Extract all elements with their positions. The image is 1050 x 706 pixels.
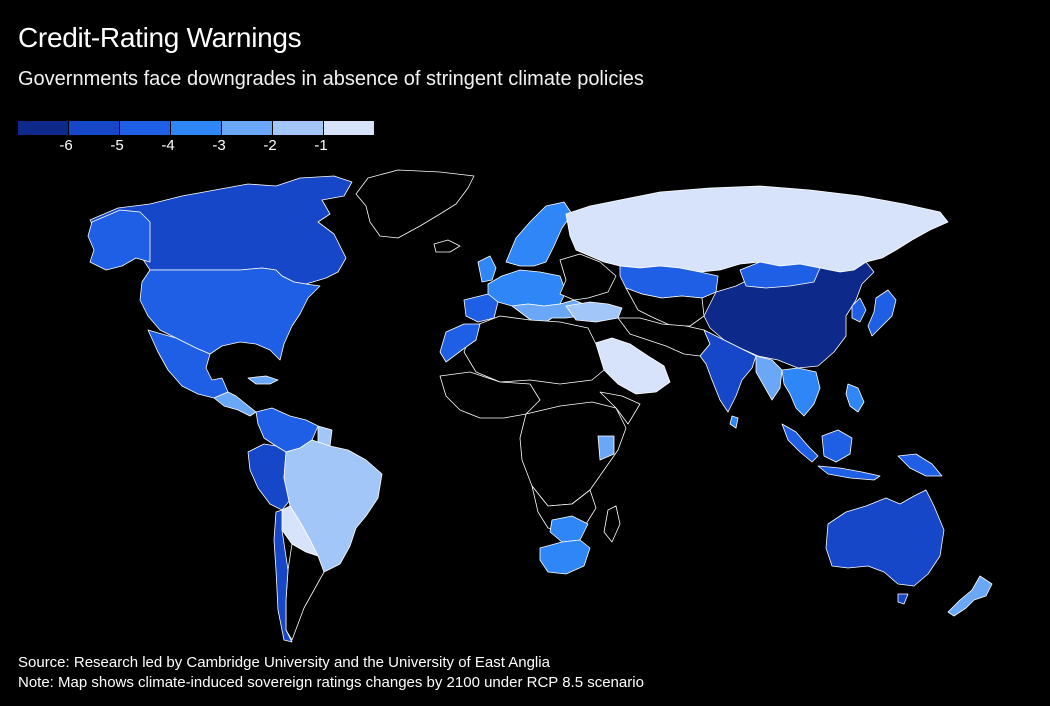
map-note: Note: Map shows climate-induced sovereig… [18,674,644,691]
region-tasmania [897,593,909,605]
region-greenland [355,169,475,239]
region-madagascar [603,505,621,543]
region-caribbean [247,375,279,385]
legend-tick: -3 [212,137,226,154]
region-iberia [463,293,499,323]
region-turkey [565,301,623,323]
region-alaska [87,209,151,271]
region-borneo [821,429,853,463]
legend-swatch [171,121,221,135]
chart-subtitle: Governments face downgrades in absence o… [18,68,644,90]
region-scandinavia [505,201,573,267]
region-iceland [433,239,461,253]
region-eastern-europe [559,253,617,301]
region-india [699,329,757,413]
legend-swatch [273,121,323,135]
region-western-europe [487,269,567,307]
world-map [87,169,993,643]
region-arabia [591,337,671,395]
legend-tick: -5 [110,137,124,154]
region-java [817,465,881,481]
chart-title: Credit-Rating Warnings [18,22,302,53]
region-mexico [147,329,229,399]
region-japan [867,289,897,337]
region-sri-lanka [729,415,739,429]
region-south-africa [539,539,591,575]
region-morocco [439,323,481,363]
legend-swatch [69,121,119,135]
region-new-guinea [897,453,943,477]
region-canada [89,175,353,285]
region-se-asia [781,367,821,417]
color-legend: -6 -5 -4 -3 -2 -1 [18,121,374,161]
region-chile [273,509,293,643]
legend-tick: -2 [263,137,277,154]
region-kenya [597,435,615,461]
region-central-america [213,391,257,417]
region-new-zealand [947,575,993,617]
region-central-africa [519,401,627,507]
region-uk [477,255,497,283]
region-myanmar [755,355,783,401]
region-korea [851,297,867,323]
region-russia [565,185,949,273]
region-horn-africa [599,391,641,425]
legend-swatch [222,121,272,135]
source-note: Source: Research led by Cambridge Univer… [18,654,550,671]
legend-swatch [120,121,170,135]
legend-swatch [18,121,68,135]
legend-tick: -4 [161,137,175,154]
region-argentina [285,543,325,641]
legend-tick: -6 [59,137,73,154]
region-sumatra [781,423,819,463]
region-australia [825,489,945,587]
region-mongolia [739,261,821,289]
region-north-africa [463,315,605,385]
legend-tick: -1 [314,137,328,154]
region-usa [139,267,321,361]
region-philippines [845,383,865,413]
legend-swatch [324,121,374,135]
